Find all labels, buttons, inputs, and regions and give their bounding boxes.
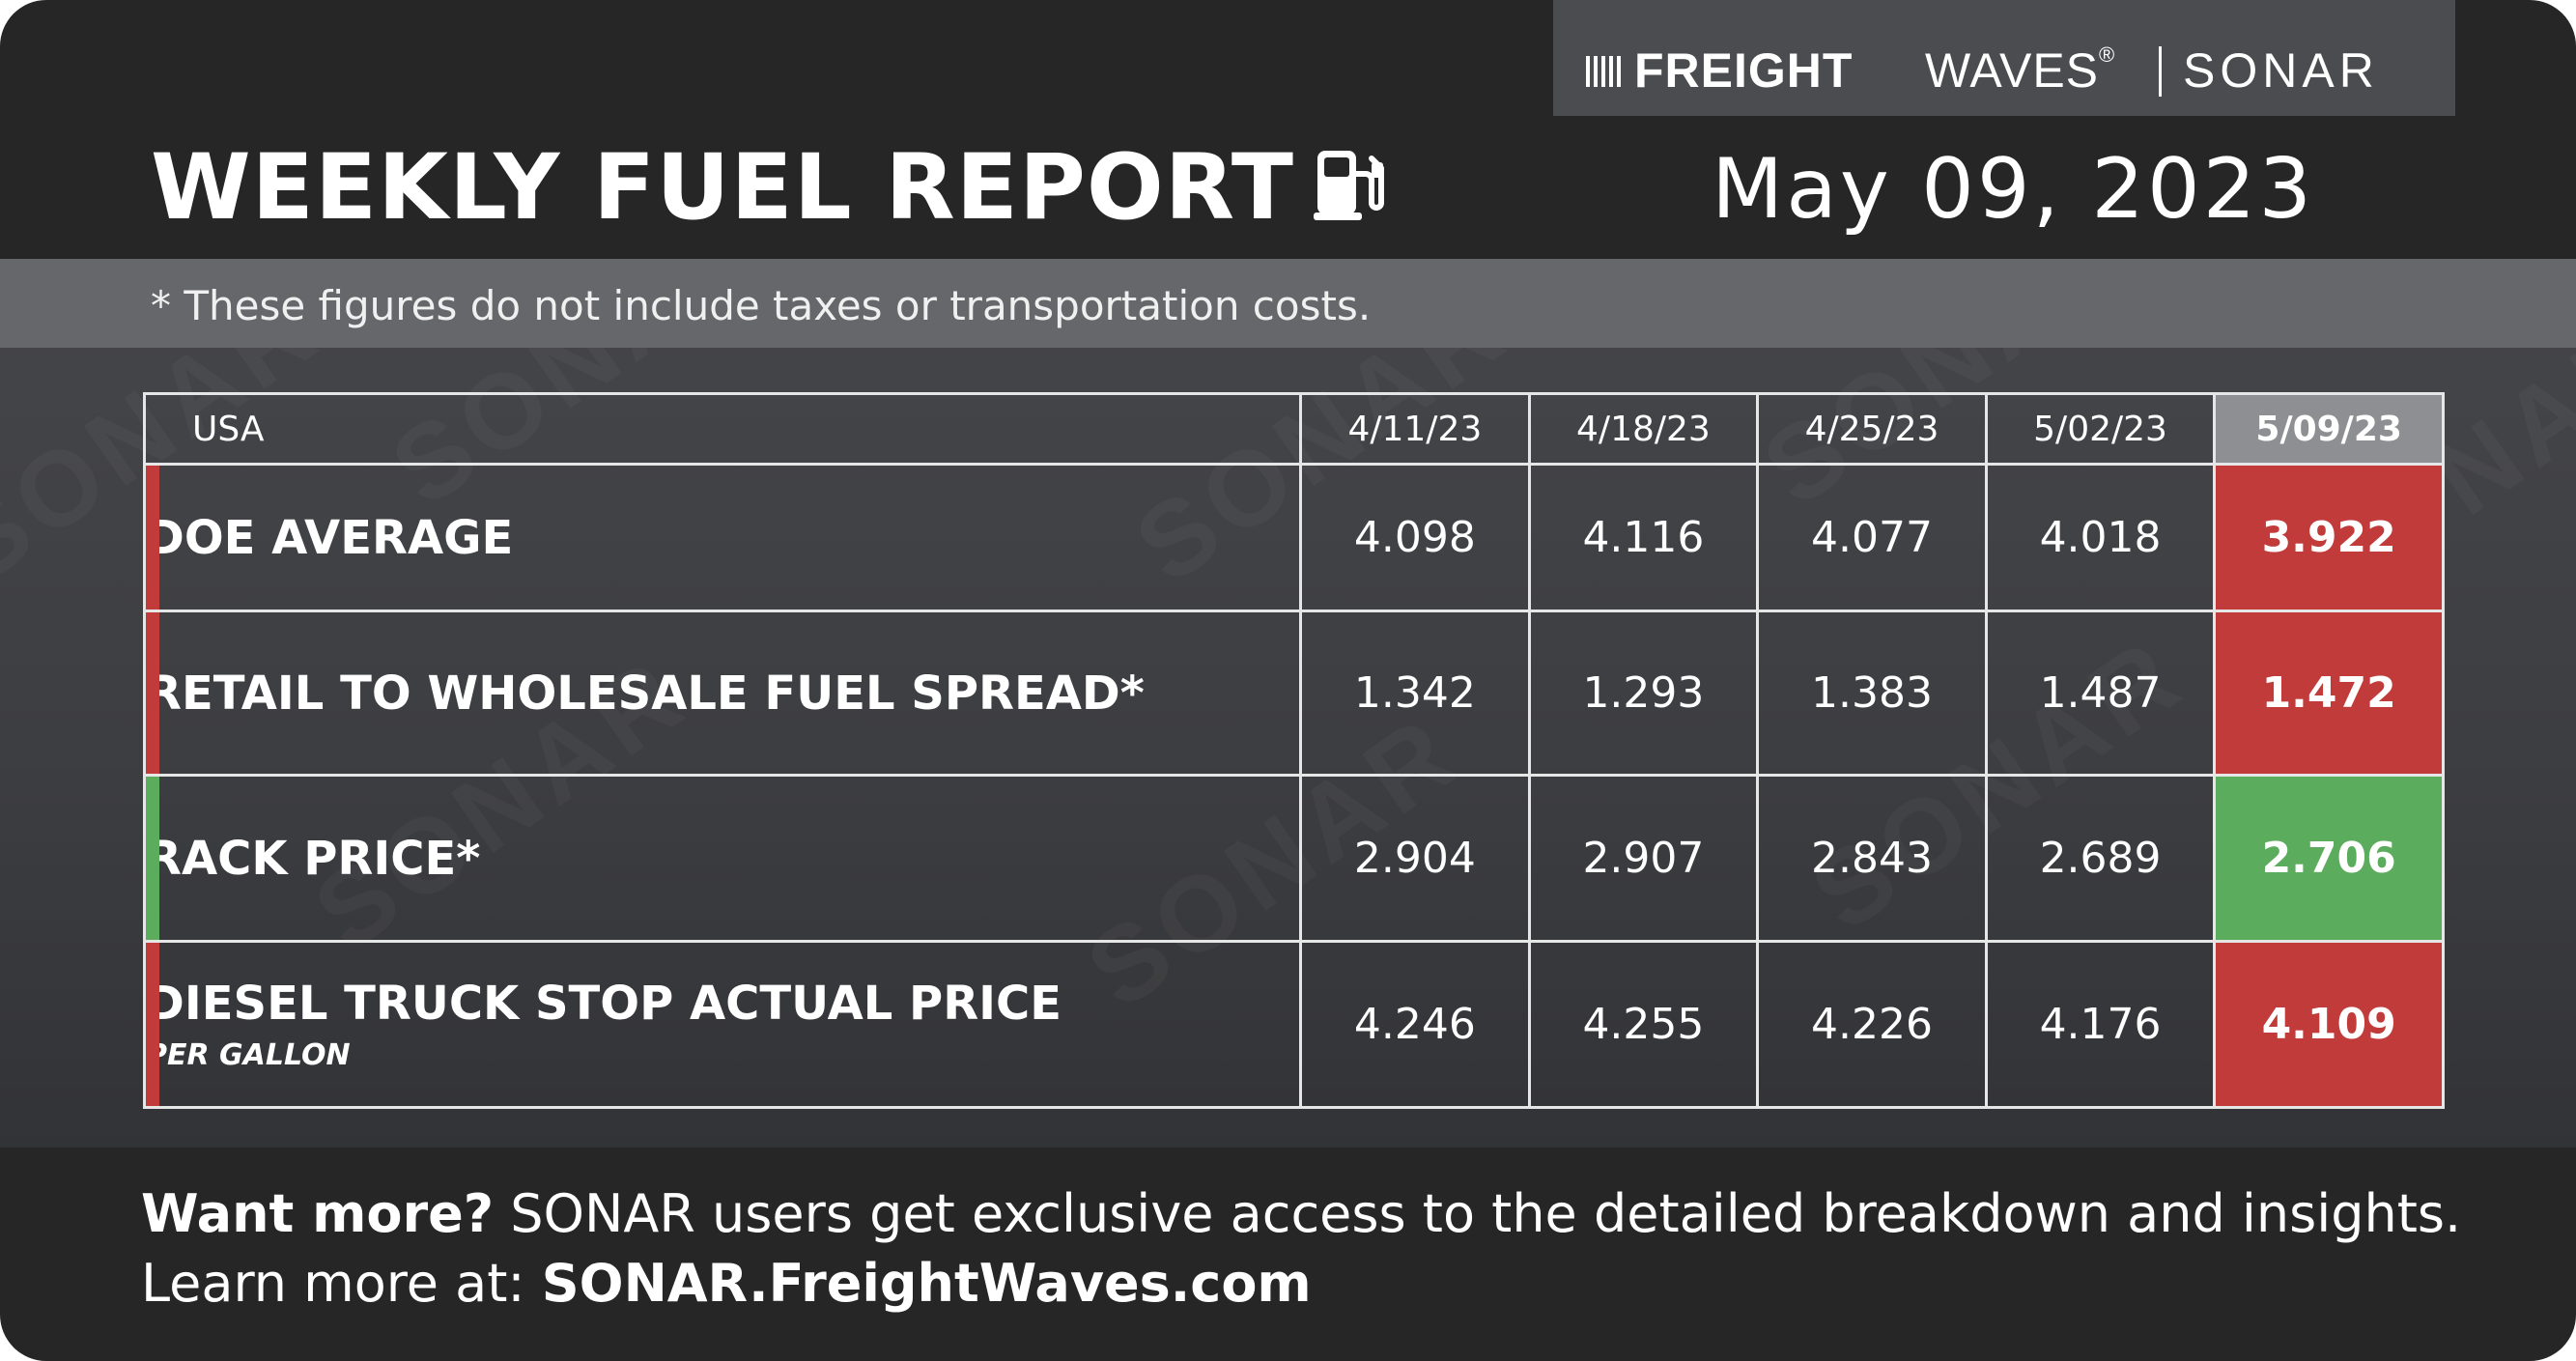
current-column-header: 5/09/23 [2213, 392, 2445, 466]
row-label: RACK PRICE* [142, 774, 1303, 943]
table-cell: 4.255 [1527, 940, 1760, 1109]
table-cell: 4.077 [1756, 463, 1988, 612]
current-value-cell: 3.922 [2213, 463, 2445, 612]
footer-text: SONAR users get exclusive access to the … [494, 1183, 2462, 1244]
table-cell: 1.383 [1756, 610, 1988, 777]
row-label: DOE AVERAGE [142, 463, 1303, 612]
row-label: DIESEL TRUCK STOP ACTUAL PRICE PER GALLO… [142, 940, 1303, 1109]
table-cell: 2.904 [1299, 774, 1531, 943]
footer-learn-label: Learn more at: [141, 1253, 542, 1314]
table-cell: 1.487 [1984, 610, 2217, 777]
logo-waves-text: WAVES® [1925, 43, 2116, 98]
current-value-cell: 4.109 [2213, 940, 2445, 1109]
current-value-cell: 1.472 [2213, 610, 2445, 777]
table-cell: 4.116 [1527, 463, 1760, 612]
current-value-cell: 2.706 [2213, 774, 2445, 943]
logo-sonar-text: SONAR [2183, 43, 2379, 98]
logo-divider [2159, 46, 2162, 97]
footer-lead: Want more? [141, 1183, 495, 1244]
table-cell: 2.689 [1984, 774, 2217, 943]
fuel-pump-icon [1314, 151, 1384, 220]
column-header: 4/25/23 [1756, 392, 1988, 466]
table-cell: 2.843 [1756, 774, 1988, 943]
table-cell: 1.342 [1299, 610, 1531, 777]
table-row: RETAIL TO WHOLESALE FUEL SPREAD* 1.342 1… [142, 610, 2445, 777]
table-cell: 4.226 [1756, 940, 1988, 1109]
footer-learn-more: Learn more at: SONAR.FreightWaves.com [141, 1253, 1312, 1314]
sonar-link[interactable]: SONAR.FreightWaves.com [541, 1253, 1312, 1314]
table-cell: 4.098 [1299, 463, 1531, 612]
table-row: RACK PRICE* 2.904 2.907 2.843 2.689 2.70… [142, 774, 2445, 943]
table-row: DOE AVERAGE 4.098 4.116 4.077 4.018 3.92… [142, 463, 2445, 612]
logo-freight-text: FREIGHT [1634, 43, 1854, 98]
page-title: WEEKLY FUEL REPORT [151, 135, 1295, 241]
freightwaves-sonar-logo: FREIGHT WAVES® SONAR [1553, 0, 2455, 116]
column-header: 4/11/23 [1299, 392, 1531, 466]
table-cell: 1.293 [1527, 610, 1760, 777]
table-cell: 2.907 [1527, 774, 1760, 943]
column-header: 5/02/23 [1984, 392, 2217, 466]
footer-promo: Want more? SONAR users get exclusive acc… [141, 1183, 2461, 1244]
region-header: USA [142, 392, 1303, 466]
trend-indicator [146, 612, 159, 774]
fuel-price-table: USA 4/11/23 4/18/23 4/25/23 5/02/23 5/09… [142, 392, 2445, 1109]
trend-indicator [146, 777, 159, 940]
trend-indicator [146, 943, 159, 1106]
table-cell: 4.176 [1984, 940, 2217, 1109]
row-sublabel: PER GALLON [146, 1038, 351, 1072]
disclaimer-note: * These figures do not include taxes or … [151, 282, 1372, 329]
trend-indicator [146, 466, 159, 610]
report-date: May 09, 2023 [1712, 141, 2315, 238]
row-label: RETAIL TO WHOLESALE FUEL SPREAD* [142, 610, 1303, 777]
table-row: DIESEL TRUCK STOP ACTUAL PRICE PER GALLO… [142, 940, 2445, 1109]
table-cell: 4.246 [1299, 940, 1531, 1109]
freightwaves-logo-mark [1586, 56, 1625, 87]
table-cell: 4.018 [1984, 463, 2217, 612]
table-header-row: USA 4/11/23 4/18/23 4/25/23 5/02/23 5/09… [142, 392, 2445, 466]
note-band [0, 259, 2576, 348]
column-header: 4/18/23 [1527, 392, 1760, 466]
